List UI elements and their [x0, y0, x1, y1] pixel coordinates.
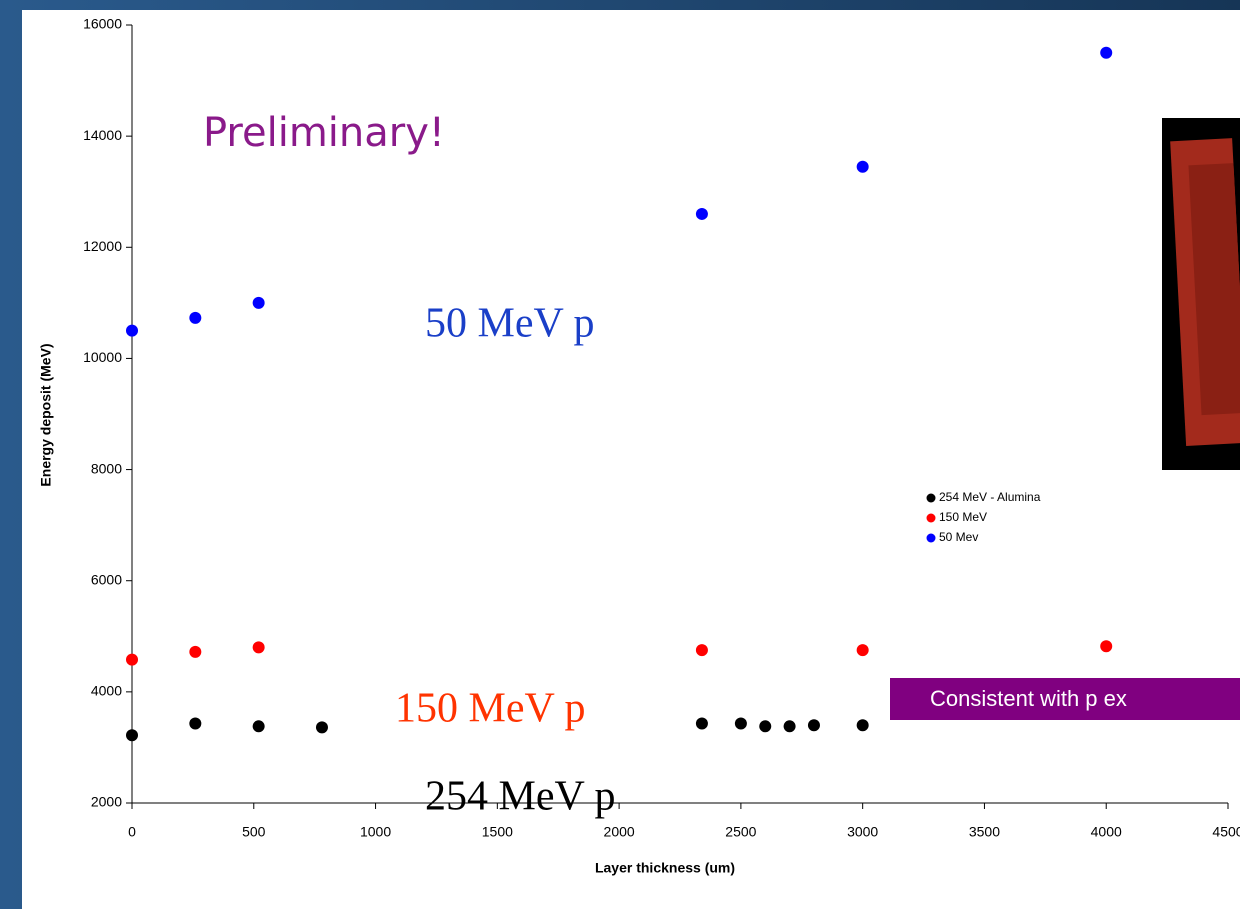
x-axis-title: Layer thickness (um) — [595, 860, 735, 876]
y-tick-label: 8000 — [91, 460, 122, 476]
point — [784, 720, 796, 732]
slide: 2000 4000 6000 8000 10000 12000 14000 16000 0 500… — [0, 0, 1240, 909]
annotation: 50 MeV p — [425, 301, 595, 347]
point — [735, 718, 747, 730]
x-tick-label: 3500 — [969, 824, 1000, 840]
y-tick-label: 4000 — [91, 683, 122, 699]
legend-label: 150 MeV — [939, 510, 987, 524]
annotation: Preliminary! — [203, 110, 445, 156]
point — [696, 644, 708, 656]
point — [316, 721, 328, 733]
page: {"chart_data": {"type": "scatter", "x_la… — [0, 0, 1240, 909]
point — [189, 718, 201, 730]
point — [189, 646, 201, 658]
point — [1100, 640, 1112, 652]
legend-marker — [927, 514, 936, 523]
legend-marker — [927, 534, 936, 543]
point — [126, 325, 138, 337]
x-tick-label: 1500 — [482, 824, 513, 840]
point — [808, 719, 820, 731]
point — [857, 719, 869, 731]
legend-marker — [927, 494, 936, 503]
x-tick-label: 1000 — [360, 824, 391, 840]
point — [857, 161, 869, 173]
point — [253, 720, 265, 732]
point — [696, 718, 708, 730]
x-tick-label: 2000 — [604, 824, 635, 840]
x-tick-label: 500 — [242, 824, 266, 840]
point — [126, 654, 138, 666]
y-tick-label: 2000 — [91, 794, 122, 810]
legend-label: 254 MeV - Alumina — [939, 490, 1041, 504]
x-tick-label: 4000 — [1091, 824, 1122, 840]
y-tick-label: 14000 — [83, 127, 122, 143]
annotation: 254 MeV p — [425, 774, 616, 820]
x-tick-label: 2500 — [725, 824, 756, 840]
y-tick-label: 6000 — [91, 571, 122, 587]
y-tick-label: 12000 — [83, 238, 122, 254]
point — [857, 644, 869, 656]
point — [696, 208, 708, 220]
y-tick-label: 10000 — [83, 349, 122, 365]
y-axis-title: Energy deposit (MeV) — [38, 343, 54, 486]
x-tick-label: 0 — [128, 824, 136, 840]
point — [126, 729, 138, 741]
point — [189, 312, 201, 324]
point — [1100, 47, 1112, 59]
legend-label: 50 Mev — [939, 530, 978, 544]
point — [759, 720, 771, 732]
annotation: 150 MeV p — [395, 686, 586, 732]
point — [253, 641, 265, 653]
x-tick-label: 3000 — [847, 824, 878, 840]
x-tick-label: 4500 — [1212, 824, 1240, 840]
point — [253, 297, 265, 309]
annotation: Consistent with p ex — [930, 686, 1127, 711]
y-tick-label: 16000 — [83, 16, 122, 32]
